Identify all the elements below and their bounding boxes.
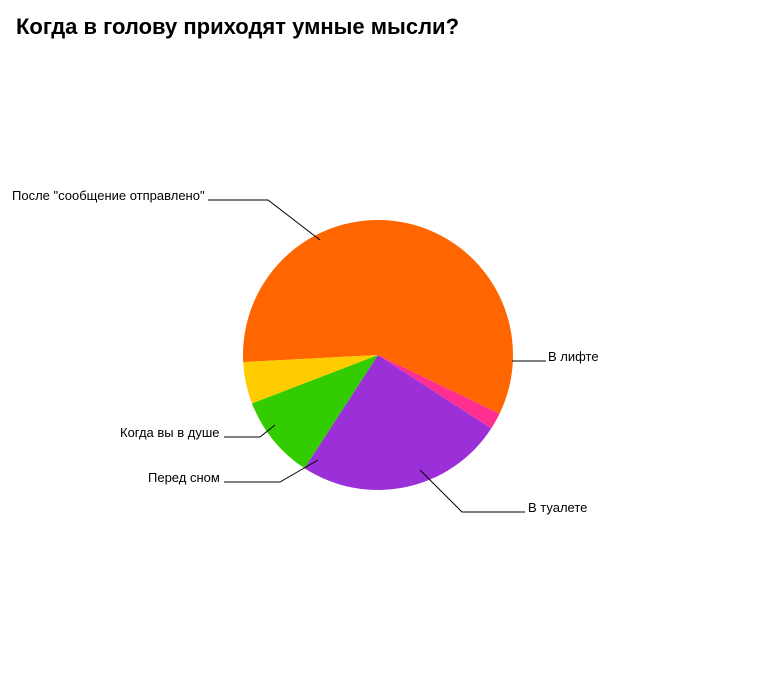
slice-label: После "сообщение отправлено" (12, 188, 205, 203)
pie-chart (0, 0, 765, 675)
slice-label: Когда вы в душе (120, 425, 220, 440)
slice-label: Перед сном (148, 470, 220, 485)
slice-label: В туалете (528, 500, 587, 515)
leader-line (208, 200, 320, 240)
slice-label: В лифте (548, 349, 599, 364)
